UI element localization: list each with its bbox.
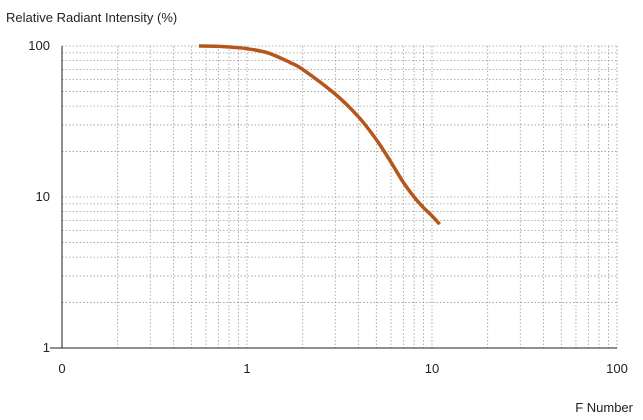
series-line	[198, 44, 441, 226]
y-tick-label: 1	[43, 340, 50, 355]
y-tick-label: 10	[36, 189, 50, 204]
series-layer	[198, 44, 441, 226]
x-tick-label: 100	[606, 361, 628, 376]
y-axis-label: Relative Radiant Intensity (%)	[6, 10, 177, 25]
x-tick-label: 1	[243, 361, 250, 376]
y-tick-label: 100	[28, 38, 50, 53]
grid-lines	[62, 45, 618, 348]
x-tick-label: 0	[58, 361, 65, 376]
x-axis-label: F Number	[575, 400, 633, 415]
x-tick-label: 10	[425, 361, 439, 376]
axes	[50, 46, 617, 349]
